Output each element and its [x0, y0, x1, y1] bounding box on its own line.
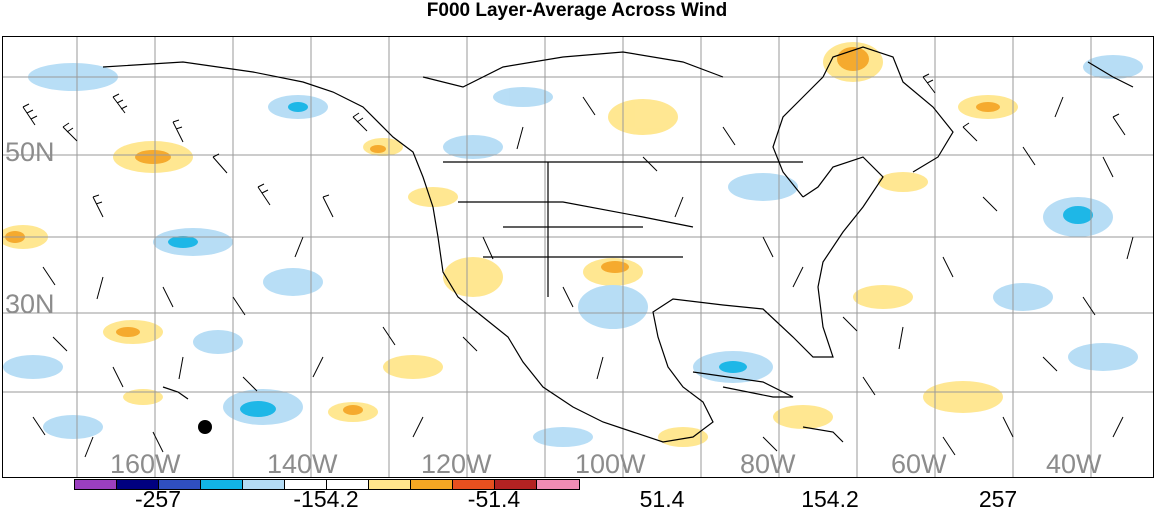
colorbar-segment	[243, 480, 285, 489]
lon-label-140w: 140W	[267, 449, 338, 478]
colorbar-label: 154.2	[801, 486, 859, 512]
chart-title: F000 Layer-Average Across Wind	[426, 0, 728, 21]
lat-label-50n: 50N	[5, 137, 55, 167]
colorbar-segment	[453, 480, 495, 489]
colorbar-label: 51.4	[639, 486, 685, 512]
colorbar-segment	[285, 480, 327, 489]
colorbar-segment	[537, 480, 579, 489]
colorbar-segment	[411, 480, 453, 489]
colorbar-label: -154.2	[293, 486, 359, 512]
coastlines	[102, 46, 1134, 443]
map-panel: 50N 30N 160W 140W 120W 100W 80W 60W 40W	[2, 36, 1154, 478]
lon-label-120w: 120W	[421, 449, 492, 478]
lon-label-100w: 100W	[575, 449, 646, 478]
lon-label-40w: 40W	[1046, 449, 1102, 478]
colorbar-label: -51.4	[467, 486, 521, 512]
colorbar-segment	[327, 480, 369, 489]
wind-barbs	[22, 73, 1134, 458]
lon-label-160w: 160W	[110, 449, 181, 478]
map-canvas	[3, 37, 1153, 477]
colorbar-segment	[117, 480, 159, 489]
colorbar-label: 257	[978, 486, 1018, 512]
colorbar-segment	[495, 480, 537, 489]
colorbar-segment	[75, 480, 117, 489]
lon-label-80w: 80W	[740, 449, 796, 478]
colorbar-segment	[369, 480, 411, 489]
lat-label-30n: 30N	[5, 289, 55, 319]
lon-label-60w: 60W	[891, 449, 947, 478]
station-marker-icon	[198, 420, 212, 434]
colorbar-segment	[201, 480, 243, 489]
colorbar-label: -257	[134, 486, 182, 512]
colorbar-segment	[159, 480, 201, 489]
shading-layer	[3, 42, 1143, 447]
colorbar	[74, 479, 580, 490]
